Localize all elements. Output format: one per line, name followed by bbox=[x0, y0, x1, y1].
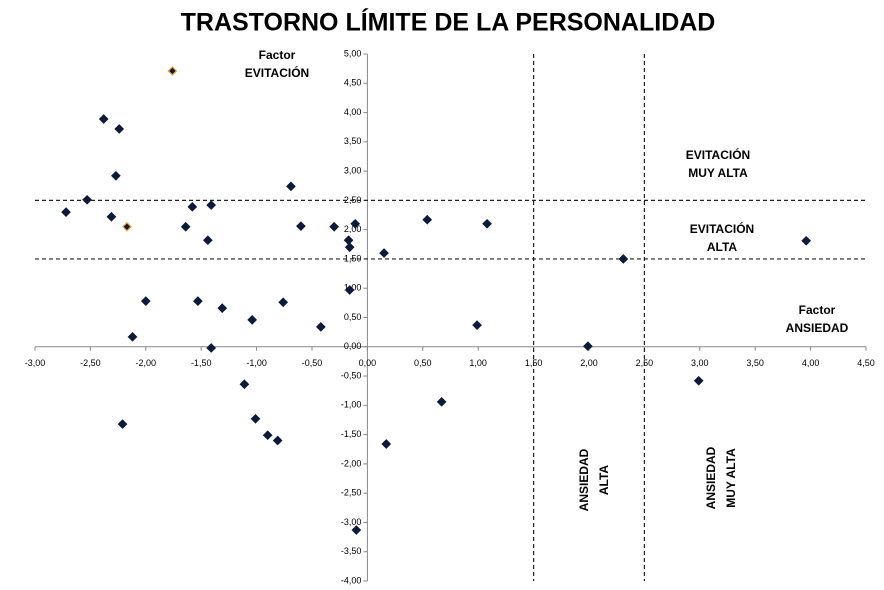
annotation: ANSIEDAD bbox=[577, 448, 591, 511]
y-tick-label: -1,00 bbox=[341, 400, 362, 410]
point bbox=[379, 248, 389, 258]
y-tick-label: -4,00 bbox=[341, 575, 362, 585]
y-tick-label: 0,00 bbox=[344, 341, 362, 351]
point bbox=[193, 296, 203, 306]
point bbox=[98, 114, 109, 124]
annotation: ALTA bbox=[707, 240, 738, 254]
point bbox=[278, 297, 289, 308]
x-tick-label: 0,00 bbox=[359, 358, 377, 368]
point bbox=[106, 211, 117, 222]
point bbox=[329, 221, 340, 232]
point bbox=[316, 322, 326, 332]
point bbox=[111, 170, 121, 181]
x-tick-label: 4,00 bbox=[802, 358, 820, 368]
y-tick-label: -3,00 bbox=[341, 517, 362, 527]
point bbox=[206, 343, 217, 353]
point bbox=[167, 66, 178, 76]
point bbox=[187, 201, 198, 212]
y-tick-label: -3,50 bbox=[341, 546, 362, 556]
annotation: Factor bbox=[259, 48, 296, 62]
y-tick-label: -0,50 bbox=[341, 370, 362, 380]
y-tick-label: 3,50 bbox=[344, 136, 362, 146]
point bbox=[344, 285, 355, 295]
point bbox=[61, 207, 71, 217]
point bbox=[247, 314, 258, 325]
point bbox=[262, 430, 273, 441]
point bbox=[286, 181, 296, 192]
x-tick-label: -1,00 bbox=[246, 358, 267, 368]
y-tick-label: 0,50 bbox=[344, 312, 362, 322]
point bbox=[180, 221, 191, 232]
point bbox=[272, 435, 283, 446]
y-tick-label: 4,00 bbox=[344, 107, 362, 117]
y-tick-label: 1,50 bbox=[344, 253, 362, 263]
point bbox=[250, 413, 261, 424]
point bbox=[296, 221, 306, 232]
y-tick-label: 2,50 bbox=[344, 195, 362, 205]
point bbox=[127, 331, 138, 342]
point bbox=[114, 124, 125, 134]
annotation: EVITACIÓN bbox=[690, 221, 754, 236]
x-tick-label: 4,50 bbox=[857, 358, 875, 368]
point bbox=[344, 242, 355, 253]
x-tick-label: -1,50 bbox=[191, 358, 212, 368]
y-tick-label: 1,00 bbox=[344, 283, 362, 293]
x-tick-label: 1,00 bbox=[469, 358, 487, 368]
annotation: Factor bbox=[799, 303, 836, 317]
annotation: ALTA bbox=[597, 465, 611, 496]
y-tick-label: -1,50 bbox=[341, 429, 362, 439]
point bbox=[801, 235, 812, 246]
point bbox=[117, 419, 128, 429]
point bbox=[82, 194, 92, 205]
y-tick-label: 3,00 bbox=[344, 165, 362, 175]
point bbox=[122, 221, 132, 232]
x-tick-label: 2,00 bbox=[580, 358, 598, 368]
point bbox=[381, 439, 392, 449]
y-tick-label: 5,00 bbox=[344, 48, 362, 58]
point bbox=[350, 218, 361, 229]
annotation: ANSIEDAD bbox=[704, 446, 718, 509]
point bbox=[482, 218, 492, 229]
annotation: MUY ALTA bbox=[724, 448, 738, 508]
x-tick-label: -2,50 bbox=[80, 358, 101, 368]
y-tick-label: -2,50 bbox=[341, 488, 362, 498]
annotation: ANSIEDAD bbox=[786, 321, 849, 335]
point bbox=[343, 235, 354, 246]
point bbox=[693, 375, 704, 386]
point bbox=[351, 525, 362, 535]
point bbox=[583, 341, 593, 352]
point bbox=[472, 320, 482, 330]
point bbox=[202, 235, 213, 246]
annotation: EVITACIÓN bbox=[686, 147, 750, 162]
x-tick-label: 3,00 bbox=[691, 358, 709, 368]
point bbox=[422, 214, 433, 225]
point bbox=[217, 303, 228, 313]
point bbox=[140, 296, 151, 306]
annotation: MUY ALTA bbox=[688, 166, 748, 180]
x-tick-label: 3,50 bbox=[746, 358, 764, 368]
point bbox=[206, 200, 217, 210]
point bbox=[239, 379, 250, 390]
x-tick-label: -3,00 bbox=[25, 358, 46, 368]
x-tick-label: -0,50 bbox=[302, 358, 323, 368]
x-tick-label: 0,50 bbox=[414, 358, 432, 368]
y-tick-label: 2,00 bbox=[344, 224, 362, 234]
chart-title: TRASTORNO LÍMITE DE LA PERSONALIDAD bbox=[181, 8, 716, 37]
point bbox=[618, 254, 629, 264]
y-tick-label: -2,00 bbox=[341, 458, 362, 468]
x-tick-label: -2,00 bbox=[136, 358, 157, 368]
y-tick-label: 4,50 bbox=[344, 78, 362, 88]
point bbox=[436, 396, 447, 407]
annotation: EVITACIÓN bbox=[245, 65, 309, 80]
